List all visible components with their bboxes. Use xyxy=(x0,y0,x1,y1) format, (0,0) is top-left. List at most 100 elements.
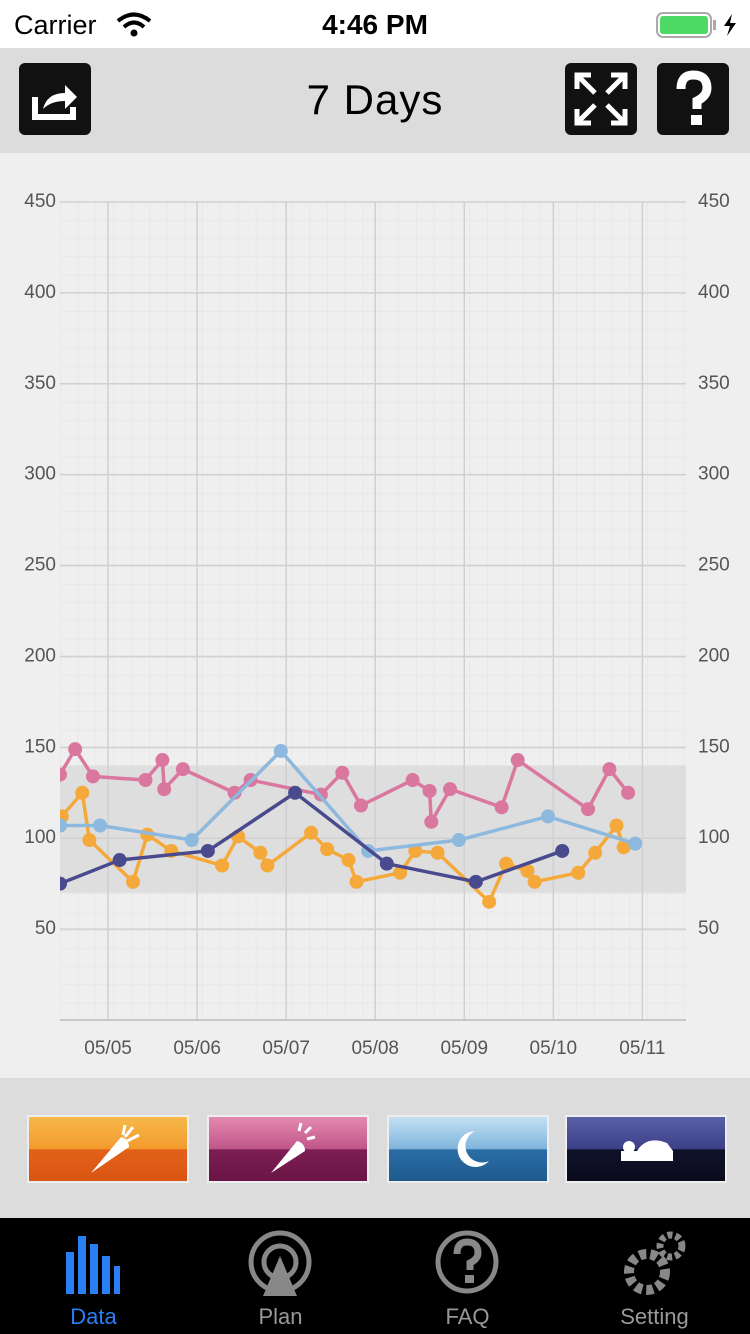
data-point xyxy=(85,769,100,784)
tab-icon xyxy=(248,1230,312,1296)
data-point xyxy=(155,753,170,768)
data-point xyxy=(60,876,67,891)
data-point xyxy=(60,767,67,782)
tab-label: FAQ xyxy=(445,1304,490,1329)
data-point xyxy=(320,842,335,857)
data-point xyxy=(628,836,643,851)
data-point xyxy=(93,818,108,833)
y2-tick-label: 250 xyxy=(698,555,730,576)
night-button[interactable] xyxy=(387,1115,549,1183)
y2-tick-label: 200 xyxy=(698,645,730,666)
data-point xyxy=(273,743,288,758)
data-point xyxy=(75,785,90,800)
chart: 50 50 100 100 150 150 200 200 250 250 300 300 350 350… xyxy=(24,191,730,1059)
x-tick-label: 05/11 xyxy=(619,1038,665,1059)
y-tick-label: 50 xyxy=(35,918,56,939)
y2-tick-label: 350 xyxy=(698,373,730,394)
data-point xyxy=(304,825,319,840)
y-tick-label: 450 xyxy=(24,191,56,212)
y-tick-label: 350 xyxy=(24,373,56,394)
help-button[interactable] xyxy=(657,63,729,135)
data-point xyxy=(621,785,636,800)
snack-icon xyxy=(271,1122,316,1173)
tab-label: Plan xyxy=(258,1304,303,1329)
expand-icon xyxy=(574,72,628,126)
data-point xyxy=(571,865,586,880)
data-point xyxy=(138,773,153,788)
data-point xyxy=(540,809,555,824)
data-point xyxy=(424,814,439,829)
data-point xyxy=(126,874,141,889)
x-tick-label: 05/07 xyxy=(262,1038,310,1059)
data-point xyxy=(157,782,172,797)
y-tick-label: 250 xyxy=(24,555,56,576)
fullscreen-button[interactable] xyxy=(565,63,637,135)
x-tick-label: 05/08 xyxy=(351,1038,399,1059)
data-point xyxy=(468,874,483,889)
y-tick-label: 150 xyxy=(24,736,56,757)
series-line xyxy=(60,748,636,853)
data-point xyxy=(341,853,356,868)
share-icon xyxy=(32,85,77,120)
tab-label: Data xyxy=(70,1304,117,1329)
y-tick-label: 100 xyxy=(24,827,56,848)
data-point xyxy=(60,818,67,833)
data-point xyxy=(520,863,535,878)
data-point xyxy=(430,845,445,860)
data-point xyxy=(288,785,303,800)
data-point xyxy=(443,782,458,797)
y-tick-label: 200 xyxy=(24,645,56,666)
data-point xyxy=(510,753,525,768)
sleep-button[interactable] xyxy=(565,1115,727,1183)
y2-tick-label: 150 xyxy=(698,736,730,757)
data-point xyxy=(616,840,631,855)
carrier: Carrier xyxy=(14,10,97,40)
y2-tick-label: 400 xyxy=(698,282,730,303)
tab-plan[interactable]: Plan xyxy=(187,1218,374,1334)
data-point xyxy=(175,762,190,777)
y2-tick-label: 300 xyxy=(698,464,730,485)
snack-button[interactable] xyxy=(207,1115,369,1183)
sleep-icon xyxy=(621,1140,673,1161)
data-point xyxy=(200,843,215,858)
data-point xyxy=(393,865,408,880)
data-point xyxy=(482,894,497,909)
data-point xyxy=(527,874,542,889)
y-tick-label: 300 xyxy=(24,464,56,485)
battery-icon xyxy=(656,12,736,38)
x-tick-label: 05/09 xyxy=(440,1038,488,1059)
y2-tick-label: 50 xyxy=(698,918,719,939)
tab-icon xyxy=(624,1231,686,1295)
share-button[interactable] xyxy=(19,63,91,135)
tab-setting[interactable]: Setting xyxy=(561,1218,748,1334)
data-point xyxy=(499,856,514,871)
data-point xyxy=(260,858,275,873)
data-point xyxy=(581,802,596,817)
x-tick-label: 05/06 xyxy=(173,1038,221,1059)
tab-bar: Data Plan FAQ Setting xyxy=(0,1218,750,1334)
category-buttons xyxy=(0,1078,750,1218)
y2-tick-label: 450 xyxy=(698,191,730,212)
data-point xyxy=(82,833,97,848)
food-button[interactable] xyxy=(27,1115,189,1183)
tab-faq[interactable]: FAQ xyxy=(374,1218,561,1334)
data-point xyxy=(602,762,617,777)
data-point xyxy=(349,874,364,889)
data-point xyxy=(555,843,570,858)
screen-title: 7 Days xyxy=(306,76,444,123)
tab-data[interactable]: Data xyxy=(0,1218,187,1334)
data-point xyxy=(494,800,509,815)
data-point xyxy=(451,833,466,848)
data-point xyxy=(422,783,437,798)
data-point xyxy=(405,773,420,788)
data-point xyxy=(68,742,83,757)
tab-label: Setting xyxy=(620,1304,689,1329)
minor-grid xyxy=(60,202,686,1020)
help-icon xyxy=(676,70,712,125)
data-point xyxy=(253,845,268,860)
y-tick-label: 400 xyxy=(24,282,56,303)
data-point xyxy=(588,845,603,860)
y2-tick-label: 100 xyxy=(698,827,730,848)
data-point xyxy=(379,856,394,871)
